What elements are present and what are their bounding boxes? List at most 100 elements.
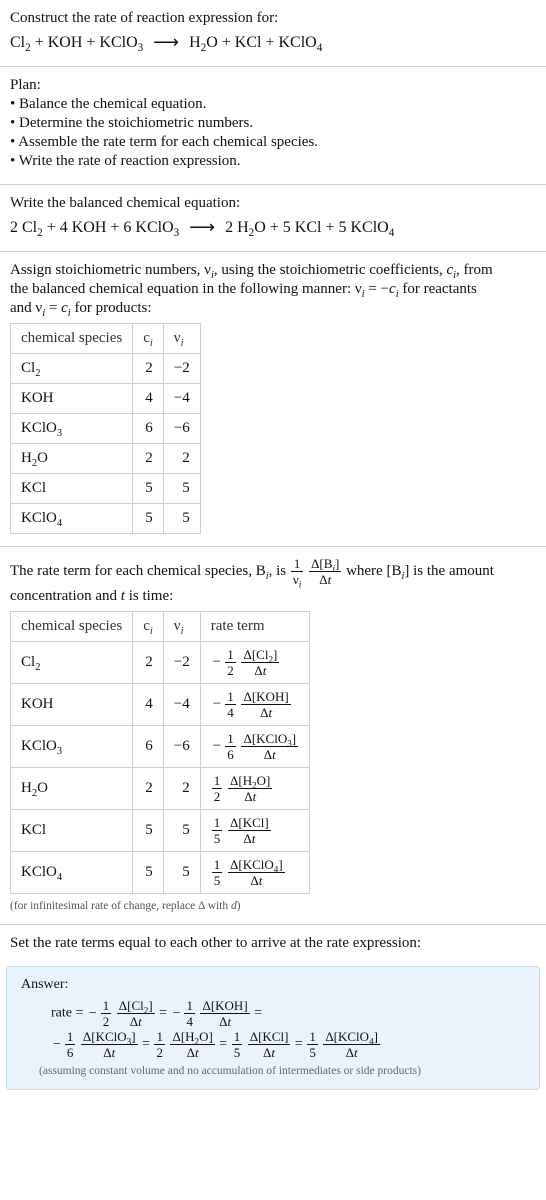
cell-vi: −2 [163, 354, 200, 384]
table-row: H2O2212 Δ[H2O]Δt [11, 768, 310, 810]
fraction: 14 [184, 999, 195, 1028]
reaction-arrow: ⟶ [183, 217, 221, 237]
fraction: Δ[KClO3]Δt [81, 1030, 138, 1059]
table-row: KCl55 [11, 474, 201, 504]
fraction: 14 [225, 690, 236, 719]
cell-ci: 2 [133, 444, 164, 474]
fraction: 12 [154, 1030, 165, 1059]
cell-vi: 5 [163, 810, 200, 852]
assign-text: and νi = ci for products: [10, 300, 536, 317]
cell-rate-term: −14 Δ[KOH]Δt [200, 684, 309, 726]
table-row: KClO455 [11, 504, 201, 534]
eq-rhs: H2O + KCl + KClO4 [189, 34, 322, 51]
frac-num: 1 [232, 1030, 243, 1045]
rate-expression-line: rate = −12 Δ[Cl2]Δt = −14 Δ[KOH]Δt = [51, 999, 525, 1028]
cell-species: KClO4 [11, 504, 133, 534]
cell-species: H2O [11, 444, 133, 474]
frac-num: 1 [225, 648, 236, 663]
cell-vi: 2 [163, 444, 200, 474]
col-species: chemical species [11, 324, 133, 354]
cell-vi: −2 [163, 642, 200, 684]
cell-species: KClO3 [11, 726, 133, 768]
frac-den: 6 [225, 747, 236, 761]
table-header-row: chemical species ci νi [11, 324, 201, 354]
cell-ci: 5 [133, 852, 164, 894]
eq-lhs: Cl2 + KOH + KClO3 [10, 34, 143, 51]
cell-species: H2O [11, 768, 133, 810]
cell-ci: 2 [133, 354, 164, 384]
col-rate-term: rate term [200, 612, 309, 642]
fraction: 15 [307, 1030, 318, 1059]
fraction: Δ[KClO4]Δt [323, 1030, 380, 1059]
rate-expression-line: −16 Δ[KClO3]Δt = 12 Δ[H2O]Δt = 15 Δ[KCl]… [51, 1030, 525, 1059]
col-ci: ci [133, 324, 164, 354]
frac-den: 6 [65, 1045, 76, 1059]
fraction: 1 νi [291, 557, 303, 586]
cell-species: KCl [11, 810, 133, 852]
frac-num: 1 [291, 557, 303, 572]
frac-num: 1 [154, 1030, 165, 1045]
cell-rate-term: 12 Δ[H2O]Δt [200, 768, 309, 810]
table-row: Cl22−2 [11, 354, 201, 384]
reaction-arrow: ⟶ [147, 32, 185, 52]
cell-species: KOH [11, 384, 133, 414]
table-header-row: chemical species ci νi rate term [11, 612, 310, 642]
frac-num: Δ[KClO4] [323, 1030, 380, 1045]
table-row: KClO36−6−16 Δ[KClO3]Δt [11, 726, 310, 768]
cell-ci: 2 [133, 768, 164, 810]
assign-text: the balanced chemical equation in the fo… [10, 281, 536, 298]
answer-box: Answer: rate = −12 Δ[Cl2]Δt = −14 Δ[KOH]… [6, 966, 540, 1090]
frac-num: 1 [101, 999, 112, 1014]
frac-num: 1 [184, 999, 195, 1014]
frac-den: 2 [154, 1045, 165, 1059]
frac-num: 1 [212, 816, 223, 831]
frac-den: Δt [200, 1014, 249, 1028]
cell-rate-term: −12 Δ[Cl2]Δt [200, 642, 309, 684]
fraction: 12 [225, 648, 236, 677]
frac-num: 1 [225, 690, 236, 705]
cell-vi: −4 [163, 384, 200, 414]
frac-den: Δt [81, 1045, 138, 1059]
cell-ci: 2 [133, 642, 164, 684]
frac-den: 5 [307, 1045, 318, 1059]
plan-section: Plan: • Balance the chemical equation. •… [0, 67, 546, 184]
cell-ci: 4 [133, 684, 164, 726]
eq-lhs: 2 Cl2 + 4 KOH + 6 KClO3 [10, 219, 179, 236]
table-row: H2O22 [11, 444, 201, 474]
cell-rate-term: 15 Δ[KClO4]Δt [200, 852, 309, 894]
cell-ci: 5 [133, 810, 164, 852]
frac-den: 4 [184, 1014, 195, 1028]
fraction: Δ[Cl2]Δt [117, 999, 155, 1028]
rate-intro: concentration and t is time: [10, 588, 536, 605]
fraction: 12 [101, 999, 112, 1028]
stoich-body: Cl22−2KOH4−4KClO36−6H2O22KCl55KClO455 [11, 354, 201, 534]
rate-intro: The rate term for each chemical species,… [10, 557, 536, 586]
cell-ci: 4 [133, 384, 164, 414]
cell-vi: 2 [163, 768, 200, 810]
cell-ci: 5 [133, 474, 164, 504]
cell-rate-term: 15 Δ[KCl]Δt [200, 810, 309, 852]
plan-heading: Plan: [10, 77, 536, 94]
frac-num: 1 [65, 1030, 76, 1045]
frac-den: Δt [228, 831, 271, 845]
fraction: 16 [65, 1030, 76, 1059]
frac-num: Δ[KOH] [241, 690, 290, 705]
fraction: 12 [212, 774, 223, 803]
frac-den: Δt [241, 705, 290, 719]
frac-den: Δt [248, 1045, 291, 1059]
frac-num: Δ[KClO3] [81, 1030, 138, 1045]
inf-note: (for infinitesimal rate of change, repla… [10, 900, 536, 912]
text: The rate term for each chemical species,… [10, 563, 290, 579]
plan-bullet: • Write the rate of reaction expression. [10, 153, 536, 170]
fraction: Δ[KCl]Δt [248, 1030, 291, 1059]
frac-num: 1 [307, 1030, 318, 1045]
frac-den: 2 [212, 789, 223, 803]
table-row: KOH4−4−14 Δ[KOH]Δt [11, 684, 310, 726]
plan-bullet: • Assemble the rate term for each chemic… [10, 134, 536, 151]
rate-body: Cl22−2−12 Δ[Cl2]ΔtKOH4−4−14 Δ[KOH]ΔtKClO… [11, 642, 310, 894]
cell-species: Cl2 [11, 354, 133, 384]
cell-ci: 6 [133, 726, 164, 768]
fraction: Δ[KOH]Δt [200, 999, 249, 1028]
frac-num: 1 [212, 774, 223, 789]
frac-den: 2 [225, 663, 236, 677]
